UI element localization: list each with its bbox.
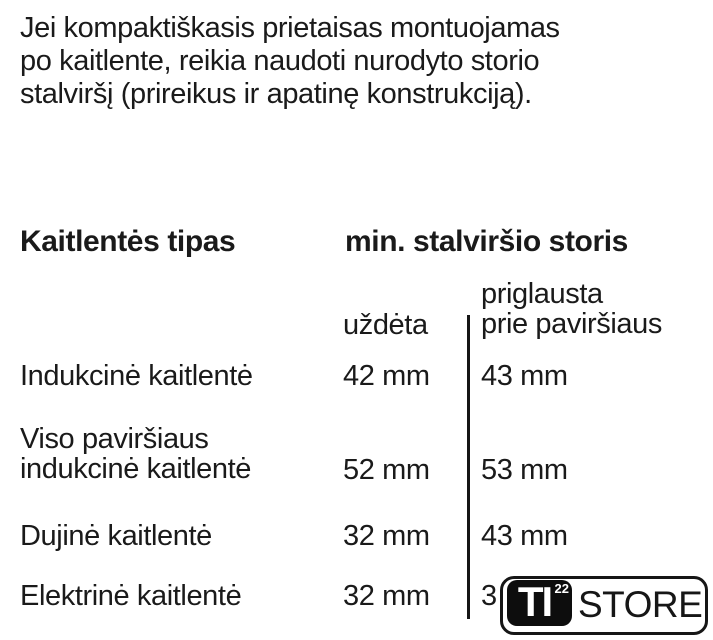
ti-badge-superscript: 22 xyxy=(554,581,569,596)
ti-badge-text: TI xyxy=(517,578,553,625)
row-label-line-1: Viso paviršiaus xyxy=(20,423,209,455)
intro-line-2: po kaitlente, reikia naudoti nurodyto st… xyxy=(20,45,540,77)
row-value-induction-flush: 43 mm xyxy=(481,360,568,392)
intro-paragraph: Jei kompaktiškasis prietaisas montuojama… xyxy=(20,12,560,111)
intro-line-1: Jei kompaktiškasis prietaisas montuojama… xyxy=(20,12,560,44)
row-label-electric-hob: Elektrinė kaitlentė xyxy=(20,580,242,612)
subheader-flush-line-2: prie paviršiaus xyxy=(481,308,662,340)
table-header-hob-type: Kaitlentės tipas xyxy=(20,225,236,258)
row-label-gas-hob: Dujinė kaitlentė xyxy=(20,520,212,552)
row-value-gas-flush: 43 mm xyxy=(481,520,568,552)
ti-store-logo: TI 22 STORE xyxy=(500,576,708,635)
row-label-full-surface-induction-hob: Viso paviršiaus indukcinė kaitlentė xyxy=(20,424,251,484)
store-wordmark: STORE xyxy=(578,584,703,625)
row-value-full-surface-attached: 52 mm xyxy=(343,454,430,486)
subheader-flush-line-1: priglausta xyxy=(481,278,603,310)
row-value-gas-attached: 32 mm xyxy=(343,520,430,552)
ti-badge: TI 22 xyxy=(507,578,572,626)
row-value-electric-attached: 32 mm xyxy=(343,580,430,612)
intro-line-3: stalviršį (prireikus ir apatinę konstruk… xyxy=(20,78,532,110)
row-value-full-surface-flush: 53 mm xyxy=(481,454,568,486)
table-header-min-worktop-thickness: min. stalviršio storis xyxy=(345,225,628,258)
column-divider-line xyxy=(467,315,470,619)
row-label-induction-hob: Indukcinė kaitlentė xyxy=(20,360,253,392)
row-value-electric-flush: 3 xyxy=(481,580,497,612)
row-label-line-2: indukcinė kaitlentė xyxy=(20,453,251,485)
subheader-flush: priglausta prie paviršiaus xyxy=(481,279,662,339)
subheader-attached: uždėta xyxy=(343,309,428,341)
row-value-induction-attached: 42 mm xyxy=(343,360,430,392)
